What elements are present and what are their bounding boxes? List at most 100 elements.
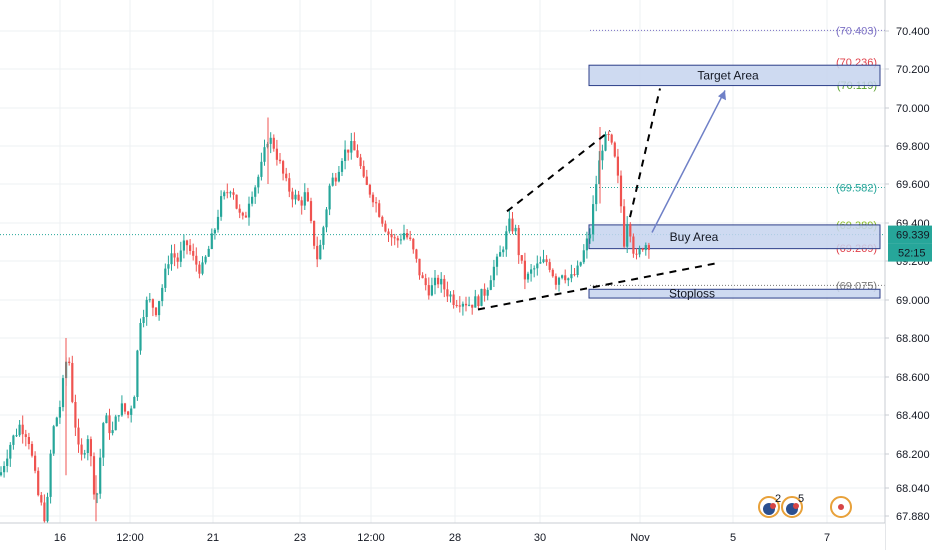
candle-body bbox=[390, 234, 393, 238]
candle-body bbox=[241, 212, 244, 216]
candle-body bbox=[105, 415, 108, 424]
candle-body bbox=[71, 363, 74, 402]
candle-body bbox=[92, 456, 96, 495]
candle-body bbox=[396, 238, 399, 241]
candle-body bbox=[130, 408, 133, 415]
candle-body bbox=[582, 250, 585, 263]
candle-body bbox=[34, 455, 37, 471]
candle-body bbox=[371, 194, 375, 203]
price-tick-label: 68.600 bbox=[896, 372, 930, 384]
candle-body bbox=[551, 269, 554, 277]
price-tick-label: 69.800 bbox=[896, 141, 930, 153]
price-axis-bg bbox=[885, 0, 932, 550]
target-arrow[interactable] bbox=[651, 90, 726, 233]
candle-body bbox=[164, 268, 167, 288]
candle-body bbox=[384, 223, 387, 232]
candle-body bbox=[43, 502, 46, 522]
candle-body bbox=[468, 304, 471, 306]
candle-body bbox=[514, 227, 517, 232]
candle-body bbox=[285, 173, 288, 179]
zone-label: Buy Area bbox=[670, 230, 719, 244]
time-tick-label: 30 bbox=[534, 532, 546, 544]
candle-body bbox=[9, 444, 12, 459]
countdown-label: 52:15 bbox=[898, 248, 926, 260]
event-marker[interactable]: 5 bbox=[781, 493, 804, 518]
candle-body bbox=[275, 148, 278, 160]
candle-body bbox=[99, 457, 102, 494]
candle-body bbox=[409, 237, 412, 239]
candle-body bbox=[176, 257, 179, 262]
candle-body bbox=[260, 161, 263, 177]
upper-trendline-a[interactable] bbox=[506, 130, 611, 213]
event-marker[interactable] bbox=[830, 496, 852, 518]
candle-body bbox=[6, 458, 9, 466]
event-dot-icon bbox=[838, 504, 844, 510]
candle-body bbox=[263, 147, 266, 162]
price-axis[interactable]: 70.40070.20070.00069.80069.60069.40069.2… bbox=[884, 0, 932, 550]
candle-body bbox=[328, 185, 331, 210]
zone-box[interactable] bbox=[588, 288, 881, 299]
candle-body bbox=[294, 194, 297, 200]
candle-body bbox=[424, 278, 427, 286]
candle-body bbox=[588, 234, 592, 239]
candle-body bbox=[455, 305, 458, 306]
candle-body bbox=[616, 156, 619, 176]
candle-body bbox=[3, 466, 6, 473]
candle-body bbox=[340, 161, 344, 172]
zones[interactable]: Target Area Buy Area Stoploss bbox=[588, 64, 881, 301]
event-marker[interactable]: 2 bbox=[758, 493, 781, 518]
candle-body bbox=[526, 273, 530, 280]
candle-body bbox=[83, 453, 86, 455]
candle-body bbox=[74, 402, 77, 428]
candle-body bbox=[449, 294, 452, 297]
candle-body bbox=[452, 294, 455, 305]
time-tick-label: 12:00 bbox=[116, 532, 144, 544]
trend-drawings[interactable] bbox=[477, 88, 726, 311]
candle-body bbox=[229, 192, 232, 194]
candle-body bbox=[502, 249, 505, 253]
candle-body bbox=[201, 262, 204, 274]
upper-trendline-b[interactable] bbox=[629, 88, 661, 218]
candle-body bbox=[477, 296, 480, 306]
candle-body bbox=[238, 208, 241, 213]
candle-body bbox=[232, 192, 235, 195]
candle-body bbox=[530, 269, 533, 274]
candle-body bbox=[378, 203, 381, 217]
candle-body bbox=[170, 253, 173, 265]
candle-body bbox=[446, 289, 449, 297]
candle-body bbox=[306, 192, 309, 202]
candle-body bbox=[127, 411, 130, 415]
candle-body bbox=[334, 177, 337, 182]
candle-body bbox=[46, 496, 49, 522]
candle-body bbox=[415, 249, 418, 259]
candle-body bbox=[21, 424, 24, 435]
candle-body bbox=[179, 250, 182, 262]
candle-body bbox=[89, 439, 92, 457]
candle-body bbox=[406, 233, 409, 238]
candle-body bbox=[489, 280, 492, 290]
lower-trendline[interactable] bbox=[477, 261, 719, 311]
countdown-badge bbox=[888, 243, 932, 262]
candle-body bbox=[381, 216, 384, 224]
time-tick-label: 21 bbox=[207, 532, 219, 544]
candle-body bbox=[27, 437, 30, 444]
grid bbox=[0, 0, 885, 523]
candle-body bbox=[443, 278, 446, 290]
candle-body bbox=[635, 253, 638, 255]
candle-body bbox=[204, 256, 207, 263]
time-axis[interactable]: 16 12:00 21 23 12:00 28 30 Nov 5 7 bbox=[0, 522, 885, 550]
candle-body bbox=[303, 192, 306, 206]
candle-body bbox=[331, 177, 334, 186]
candle-body bbox=[192, 251, 195, 256]
candle-body bbox=[161, 287, 164, 302]
price-tick-label: 70.000 bbox=[896, 103, 930, 115]
zone-box[interactable] bbox=[588, 64, 881, 87]
price-tick-label: 68.800 bbox=[896, 333, 930, 345]
candle-body bbox=[561, 275, 564, 278]
candle-body bbox=[117, 415, 120, 417]
candle-body bbox=[12, 435, 15, 445]
candle-body bbox=[319, 244, 322, 260]
